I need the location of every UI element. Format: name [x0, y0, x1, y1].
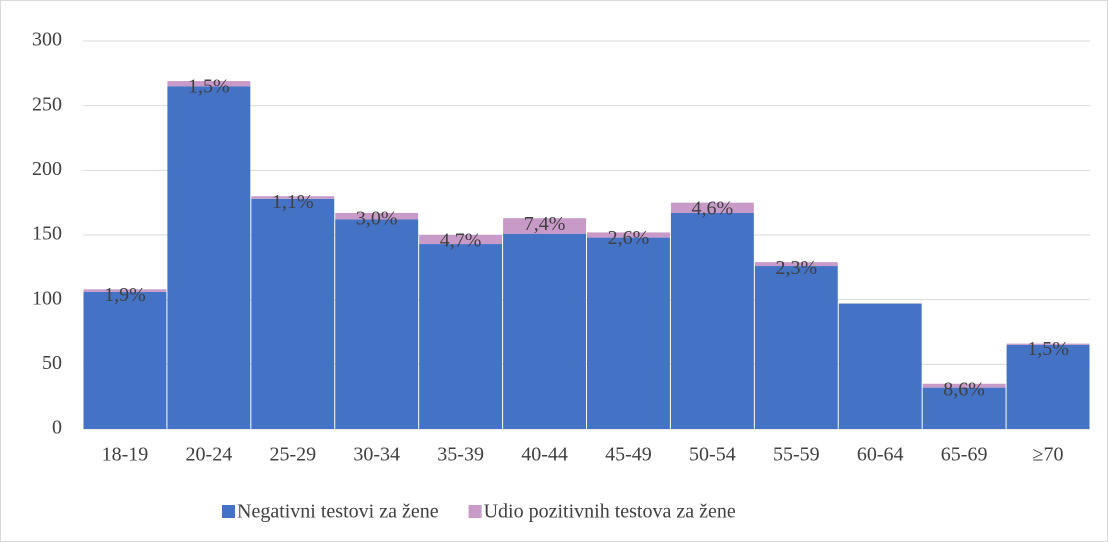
- bar-segment: [251, 198, 335, 429]
- bar-segment: [83, 289, 167, 292]
- data-label: 8,6%: [943, 378, 985, 400]
- data-label: 2,3%: [775, 257, 817, 279]
- bar-segment: [335, 219, 419, 429]
- legend-swatch: [468, 505, 482, 518]
- x-tick-label: ≥70: [1033, 444, 1064, 466]
- legend-label: Udio pozitivnih testova za žene: [484, 501, 736, 523]
- data-label: 2,6%: [608, 227, 650, 249]
- x-tick-label: 18-19: [102, 444, 149, 466]
- bar-segment: [587, 232, 670, 238]
- x-tick-label: 50-54: [689, 444, 736, 466]
- bar-segment: [83, 291, 167, 429]
- data-label: 3,0%: [356, 208, 398, 230]
- y-tick-label: 200: [32, 158, 62, 180]
- bar-segment: [838, 303, 922, 429]
- bar-segment: [670, 202, 754, 214]
- x-tick-label: 65-69: [941, 444, 988, 466]
- y-tick-label: 50: [42, 352, 62, 374]
- bar-segment: [167, 81, 251, 87]
- x-tick-label: 30-34: [353, 444, 400, 466]
- bar-segment: [922, 387, 1006, 429]
- bar-segment: [503, 218, 586, 234]
- data-label: 4,6%: [692, 197, 734, 219]
- bar-segment: [922, 383, 1006, 388]
- bar-segment: [587, 237, 670, 429]
- x-tick-label: 45-49: [605, 444, 652, 466]
- y-tick-label: 150: [32, 223, 62, 245]
- bar-segment: [503, 233, 586, 429]
- x-tick-label: 60-64: [857, 444, 904, 466]
- x-tick-label: 20-24: [186, 444, 233, 466]
- data-label: 4,7%: [440, 230, 482, 252]
- bar-segment: [419, 235, 503, 245]
- y-tick-label: 300: [32, 29, 62, 51]
- bar-segment: [754, 266, 838, 429]
- data-label: 1,5%: [1027, 338, 1069, 360]
- bar-segment: [251, 196, 335, 199]
- y-tick-label: 100: [32, 287, 62, 309]
- bar-segment: [754, 262, 838, 267]
- bar-segment: [1006, 343, 1090, 345]
- data-label: 1,1%: [272, 191, 314, 213]
- legend-label: Negativni testovi za žene: [237, 501, 439, 523]
- bar-segment: [167, 86, 251, 430]
- legend-swatch: [222, 505, 235, 518]
- y-tick-label: 0: [52, 417, 62, 439]
- x-tick-label: 35-39: [437, 444, 484, 466]
- x-tick-label: 55-59: [773, 444, 820, 466]
- data-label: 1,5%: [188, 76, 230, 98]
- bar-segment: [419, 244, 503, 429]
- bar-segment: [1006, 344, 1090, 429]
- data-label: 1,9%: [104, 284, 146, 306]
- data-label: 7,4%: [524, 213, 566, 235]
- x-tick-label: 25-29: [269, 444, 316, 466]
- y-tick-label: 250: [32, 93, 62, 115]
- bar-segment: [335, 213, 419, 220]
- bar-segment: [670, 213, 754, 429]
- x-tick-label: 40-44: [521, 444, 568, 466]
